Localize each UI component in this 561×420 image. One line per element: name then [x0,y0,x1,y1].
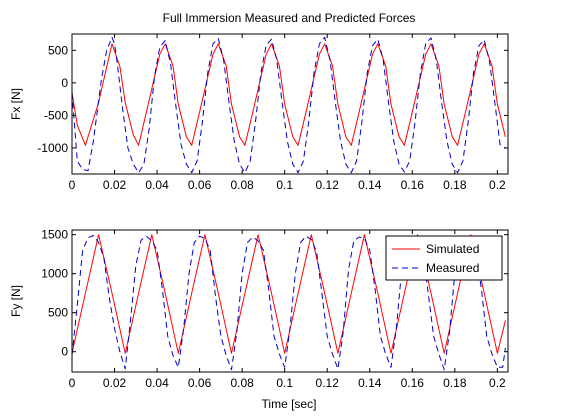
bottom-x-tick-label: 0.02 [103,376,127,390]
top-x-tick-label: 0.16 [401,178,425,192]
chart-title: Full Immersion Measured and Predicted Fo… [163,11,416,25]
bottom-series-layer [72,234,506,371]
bottom-x-tick-label: 0 [69,376,76,390]
top-x-tick-label: 0 [69,178,76,192]
bottom-x-tick-label: 0.18 [443,376,467,390]
top-y-axis-label: Fx [N] [9,88,23,120]
bottom-panel: 0 0.02 0.04 0.06 0.08 0.1 0.12 0.14 0.16 0.18 0.2 0… [9,228,509,390]
bottom-series-simulated [72,234,506,354]
top-panel: 0 0.02 0.04 0.06 0.08 0.1 0.12 0.14 0.16 0.18 0.2 -… [9,33,509,192]
bottom-y-tick-label: 0 [61,345,68,359]
bottom-x-tick-label: 0.1 [276,376,293,390]
bottom-x-tick-label: 0.06 [188,376,212,390]
bottom-x-tick-label: 0.12 [316,376,340,390]
top-x-tick-label: 0.04 [145,178,169,192]
top-x-tick-label: 0.06 [188,178,212,192]
bottom-x-tick-label: 0.2 [489,376,506,390]
legend-box [385,235,503,281]
top-x-tick-label: 0.12 [316,178,340,192]
bottom-y-tick-label: 500 [48,306,68,320]
top-x-tick-label: 0.2 [489,178,506,192]
legend-label-simulated: Simulated [426,242,479,256]
top-y-tick-label: -1000 [37,141,68,155]
top-x-tick-label: 0.08 [230,178,254,192]
bottom-tick-layer: 0 0.02 0.04 0.06 0.08 0.1 0.12 0.14 0.16 0.18 0.2 0… [41,228,508,390]
top-tick-layer: 0 0.02 0.04 0.06 0.08 0.1 0.12 0.14 0.16 0.18 0.2 -… [37,34,508,192]
top-y-tick-label: 0 [61,76,68,90]
bottom-axes-box [71,229,509,373]
bottom-x-tick-label: 0.16 [401,376,425,390]
bottom-x-tick-label: 0.08 [230,376,254,390]
legend-label-measured: Measured [426,261,479,275]
x-axis-label: Time [sec] [262,397,317,411]
bottom-y-tick-label: 1500 [41,228,68,242]
bottom-y-tick-label: 1000 [41,267,68,281]
top-y-tick-label: 500 [48,43,68,57]
top-series-layer [72,36,506,174]
legend: Simulated Measured [385,235,503,281]
bottom-x-tick-label: 0.04 [145,376,169,390]
top-y-tick-label: -500 [44,108,68,122]
top-x-tick-label: 0.14 [358,178,382,192]
top-x-tick-label: 0.18 [443,178,467,192]
bottom-y-axis-label: Fy [N] [9,285,23,317]
top-x-tick-label: 0.1 [276,178,293,192]
bottom-series-measured [72,235,506,371]
top-x-tick-label: 0.02 [103,178,127,192]
top-series-measured [72,36,506,174]
top-axes-box [71,33,509,175]
bottom-x-tick-label: 0.14 [358,376,382,390]
